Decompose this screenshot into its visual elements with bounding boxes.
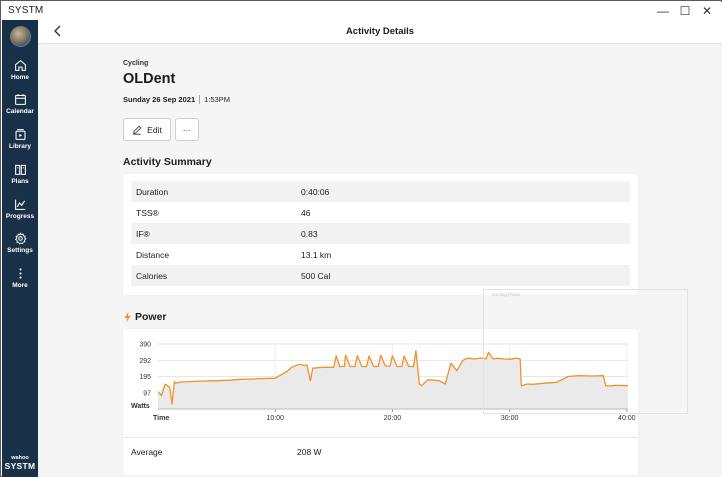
summary-row: TSS® 46 <box>131 202 630 223</box>
page-title: Activity Details <box>345 26 415 37</box>
progress-icon <box>14 199 25 210</box>
summary-card: Duration 0:40:06 TSS® 46 IF® 0.83 Distance 1… <box>123 174 638 295</box>
sidebar-item-plans[interactable]: Plans <box>2 161 38 193</box>
pencil-icon <box>133 125 142 135</box>
sport-label: Cycling <box>123 60 149 67</box>
summary-row: Distance 13.1 km <box>131 244 630 265</box>
calendar-icon <box>14 94 26 105</box>
x-axis-label: Time <box>153 415 169 422</box>
sidebar-item-label: Plans <box>11 178 29 185</box>
x-tick-label: 30:00 <box>501 415 519 422</box>
more-vertical-icon <box>18 268 22 279</box>
power-series-line <box>157 350 629 405</box>
sidebar-item-home[interactable]: Home <box>2 57 38 89</box>
x-tick-label: 40:00 <box>618 415 636 422</box>
power-area-fill <box>158 350 628 409</box>
main-content: Activity Details Cycling OLDent Sunday 2… <box>38 20 722 477</box>
activity-content: Cycling OLDent Sunday 26 Sep 2021 1:53PM… <box>123 60 638 475</box>
header-bar: Activity Details <box>38 20 722 44</box>
brand-small: wahoo <box>11 455 29 461</box>
plans-icon <box>14 164 26 175</box>
home-icon <box>14 59 26 71</box>
close-button[interactable]: ✕ <box>701 4 713 18</box>
activity-datetime: Sunday 26 Sep 2021 1:53PM <box>123 95 638 104</box>
y-tick-label: 292 <box>139 358 151 365</box>
gear-icon <box>14 232 26 245</box>
brand-logo: wahoo SYSTM <box>2 455 38 471</box>
action-buttons: Edit ··· <box>123 118 638 141</box>
summary-value: 46 <box>301 207 311 218</box>
sidebar-item-label: Home <box>10 74 30 81</box>
sidebar-item-label: Progress <box>5 213 35 220</box>
summary-value: 0:40:06 <box>301 186 330 197</box>
library-icon <box>15 129 25 140</box>
back-arrow-icon[interactable] <box>52 24 64 38</box>
summary-key: Calories <box>136 270 168 281</box>
edit-label: Edit <box>147 124 162 135</box>
brand-big: SYSTM <box>4 461 36 471</box>
summary-key: Duration <box>136 186 169 197</box>
power-title: Power <box>123 311 638 323</box>
sidebar-item-label: Settings <box>7 247 33 254</box>
sidebar-item-label: Calendar <box>6 108 34 115</box>
sidebar-item-label: Library <box>8 143 32 150</box>
summary-key: IF® <box>136 228 150 239</box>
more-options-button[interactable]: ··· <box>175 118 199 141</box>
activity-time: 1:53PM <box>204 95 230 104</box>
activity-name: OLDent <box>123 71 176 87</box>
sidebar-item-progress[interactable]: Progress <box>2 196 38 228</box>
summary-value: 0.83 <box>301 228 318 239</box>
summary-key: Distance <box>136 249 170 260</box>
summary-key: TSS® <box>136 207 159 218</box>
summary-title: Activity Summary <box>123 156 212 168</box>
power-title-text: Power <box>135 311 167 323</box>
edit-button[interactable]: Edit <box>123 118 171 141</box>
y-tick-label: 390 <box>139 342 151 349</box>
minimize-button[interactable]: — <box>657 4 669 18</box>
window-title: SYSTM <box>8 5 44 16</box>
activity-date: Sunday 26 Sep 2021 <box>123 95 196 104</box>
y-tick-label: 97 <box>143 390 151 397</box>
sidebar-item-library[interactable]: Library <box>2 126 38 158</box>
average-power-row: Average 208 W <box>123 437 638 465</box>
x-tick-label: 20:00 <box>384 415 402 422</box>
lightning-icon <box>124 311 131 323</box>
x-tick-label: 10:00 <box>266 415 284 422</box>
summary-row: Duration 0:40:06 <box>131 181 630 202</box>
summary-value: 13.1 km <box>301 249 332 260</box>
sidebar-item-more[interactable]: More <box>2 265 38 297</box>
avatar[interactable] <box>10 26 31 47</box>
more-horizontal-icon: ··· <box>182 124 192 135</box>
maximize-button[interactable]: ☐ <box>679 4 691 18</box>
y-tick-label: 195 <box>139 374 151 381</box>
summary-row: IF® 0.83 <box>131 223 630 244</box>
sidebar-item-label: More <box>12 282 28 289</box>
summary-value: 500 Cal <box>301 270 331 281</box>
summary-row: Calories 500 Cal <box>131 265 630 286</box>
y-axis-label: Watts <box>131 403 150 410</box>
sidebar-item-settings[interactable]: Settings <box>2 230 38 262</box>
power-card: 97 195 292 390 10:00 20:00 30:00 40:00 Watts Time… <box>123 329 638 475</box>
window-controls: — ☐ ✕ <box>652 2 718 20</box>
average-value: 208 W <box>297 446 322 457</box>
title-bar: SYSTM — ☐ ✕ <box>2 2 722 20</box>
sidebar: Home Calendar Library Plans Progress Set… <box>2 20 38 477</box>
average-label: Average <box>131 446 163 457</box>
divider <box>199 95 201 104</box>
sidebar-item-calendar[interactable]: Calendar <box>2 91 38 123</box>
